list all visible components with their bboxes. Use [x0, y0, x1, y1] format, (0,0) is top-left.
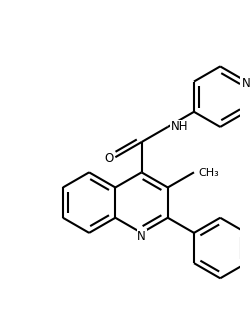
- Text: N: N: [241, 76, 250, 90]
- Text: NH: NH: [170, 120, 188, 133]
- Text: N: N: [137, 230, 145, 243]
- Text: CH₃: CH₃: [198, 168, 218, 178]
- Text: O: O: [104, 152, 113, 165]
